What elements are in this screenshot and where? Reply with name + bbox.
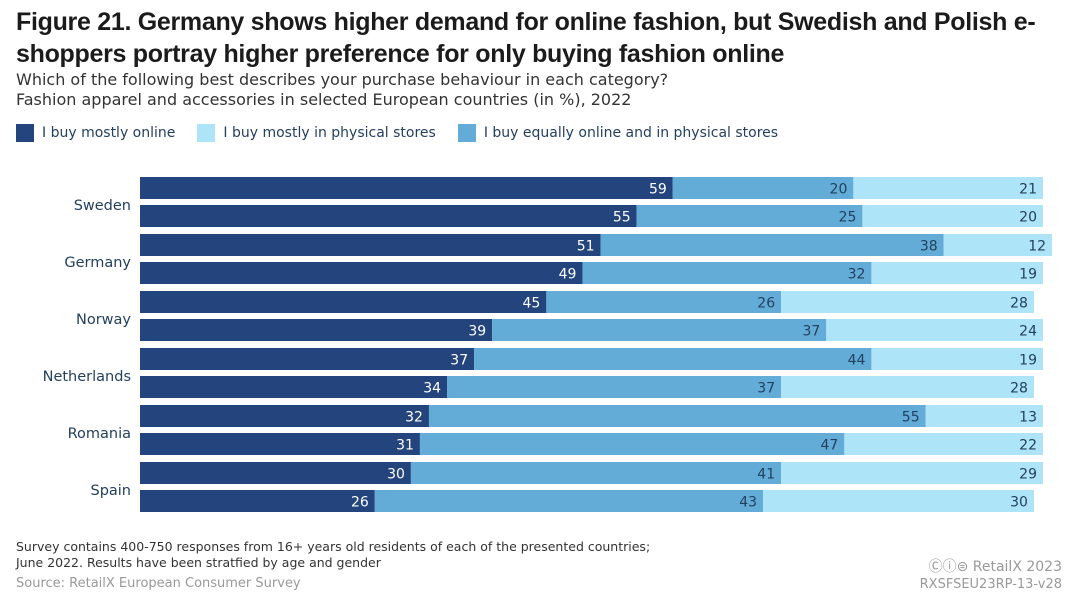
legend-label: I buy mostly in physical stores bbox=[223, 125, 436, 141]
data-label: 39 bbox=[468, 324, 486, 340]
data-label: 37 bbox=[450, 353, 468, 369]
data-label: 22 bbox=[1019, 438, 1037, 454]
bar-segment bbox=[140, 234, 601, 256]
bar-segment bbox=[763, 490, 1034, 512]
chart-code: RXSFSEU23RP-13-v28 bbox=[919, 577, 1062, 592]
legend-item-equally: I buy equally online and in physical sto… bbox=[457, 124, 779, 142]
legend: I buy mostly online I buy mostly in phys… bbox=[16, 124, 1076, 142]
data-label: 55 bbox=[613, 210, 631, 226]
data-label: 30 bbox=[387, 467, 405, 483]
data-label: 49 bbox=[559, 267, 577, 283]
bar-segment bbox=[862, 205, 1043, 227]
bar-segment bbox=[871, 262, 1043, 284]
data-label: 26 bbox=[351, 495, 369, 511]
bar-segment bbox=[871, 348, 1043, 370]
data-label: 44 bbox=[848, 353, 866, 369]
legend-label: I buy mostly online bbox=[42, 125, 176, 141]
data-label: 28 bbox=[1010, 296, 1028, 312]
category-label: Sweden bbox=[74, 198, 131, 214]
source: Source: RetailX European Consumer Survey bbox=[16, 576, 301, 591]
data-label: 26 bbox=[757, 296, 775, 312]
chart-subtitle: Which of the following best describes yo… bbox=[16, 70, 669, 89]
bar-segment bbox=[853, 177, 1043, 199]
bar-segment bbox=[636, 205, 863, 227]
data-label: 45 bbox=[523, 296, 541, 312]
data-label: 34 bbox=[423, 381, 441, 397]
bar-segment bbox=[943, 234, 1053, 256]
bar-segment bbox=[140, 291, 547, 313]
chart-subtitle-2: Fashion apparel and accessories in selec… bbox=[16, 90, 632, 109]
bar-segment bbox=[781, 462, 1043, 484]
data-label: 51 bbox=[577, 239, 595, 255]
bar-segment bbox=[374, 490, 764, 512]
data-label: 21 bbox=[1019, 182, 1037, 198]
data-label: 55 bbox=[902, 410, 920, 426]
legend-swatch bbox=[16, 124, 34, 142]
legend-item-physical: I buy mostly in physical stores bbox=[197, 124, 436, 142]
legend-label: I buy equally online and in physical sto… bbox=[483, 125, 779, 141]
bar-segment bbox=[419, 433, 845, 455]
category-label: Germany bbox=[64, 255, 131, 271]
bar-segment bbox=[140, 405, 429, 427]
category-label: Netherlands bbox=[43, 369, 131, 385]
legend-swatch bbox=[197, 124, 216, 142]
category-label: Norway bbox=[76, 312, 131, 328]
bar-segment bbox=[140, 490, 375, 512]
data-label: 59 bbox=[649, 182, 667, 198]
bar-segment bbox=[140, 433, 420, 455]
bar-segment bbox=[410, 462, 782, 484]
category-label: Romania bbox=[68, 426, 131, 442]
bar-segment bbox=[140, 262, 583, 284]
bar-segment bbox=[582, 262, 872, 284]
bar-segment bbox=[474, 348, 872, 370]
data-label: 20 bbox=[1019, 210, 1037, 226]
bar-segment bbox=[492, 319, 827, 341]
data-label: 12 bbox=[1028, 239, 1046, 255]
footnote-2: June 2022. Results have been stratfied b… bbox=[16, 555, 381, 570]
legend-swatch bbox=[457, 124, 476, 142]
bar-segment bbox=[844, 433, 1043, 455]
bar-segment bbox=[781, 376, 1034, 398]
chart-title: Figure 21. Germany shows higher demand f… bbox=[16, 8, 1036, 68]
data-label: 30 bbox=[1010, 495, 1028, 511]
bar-segment bbox=[546, 291, 782, 313]
bar-segment bbox=[781, 291, 1034, 313]
data-label: 28 bbox=[1010, 381, 1028, 397]
data-label: 29 bbox=[1019, 467, 1037, 483]
bar-segment bbox=[140, 177, 673, 199]
bar-segment bbox=[140, 319, 493, 341]
data-label: 32 bbox=[848, 267, 866, 283]
data-label: 31 bbox=[396, 438, 414, 454]
bar-segment bbox=[826, 319, 1043, 341]
bar-segment bbox=[140, 376, 448, 398]
data-label: 38 bbox=[920, 239, 938, 255]
data-label: 24 bbox=[1019, 324, 1037, 340]
bar-segment bbox=[140, 462, 411, 484]
bar-segment bbox=[672, 177, 854, 199]
data-label: 47 bbox=[821, 438, 839, 454]
data-label: 37 bbox=[757, 381, 775, 397]
data-label: 43 bbox=[739, 495, 757, 511]
data-label: 32 bbox=[405, 410, 423, 426]
bar-segment bbox=[140, 205, 637, 227]
data-label: 25 bbox=[839, 210, 857, 226]
legend-item-online: I buy mostly online bbox=[16, 124, 175, 142]
bar-segment bbox=[428, 405, 926, 427]
bar-segment bbox=[140, 348, 475, 370]
data-label: 41 bbox=[757, 467, 775, 483]
data-label: 13 bbox=[1019, 410, 1037, 426]
footnote-1: Survey contains 400-750 responses from 1… bbox=[16, 539, 651, 554]
data-label: 20 bbox=[830, 182, 848, 198]
bar-segment bbox=[447, 376, 782, 398]
bar-segment bbox=[925, 405, 1043, 427]
category-label: Spain bbox=[90, 483, 131, 499]
data-label: 19 bbox=[1019, 267, 1037, 283]
data-label: 37 bbox=[802, 324, 820, 340]
bar-segment bbox=[600, 234, 944, 256]
data-label: 19 bbox=[1019, 353, 1037, 369]
copyright: Ⓒⓘ⊜ RetailX 2023 bbox=[928, 559, 1062, 575]
chart-header: Figure 21. Germany shows higher demand f… bbox=[16, 6, 1076, 142]
